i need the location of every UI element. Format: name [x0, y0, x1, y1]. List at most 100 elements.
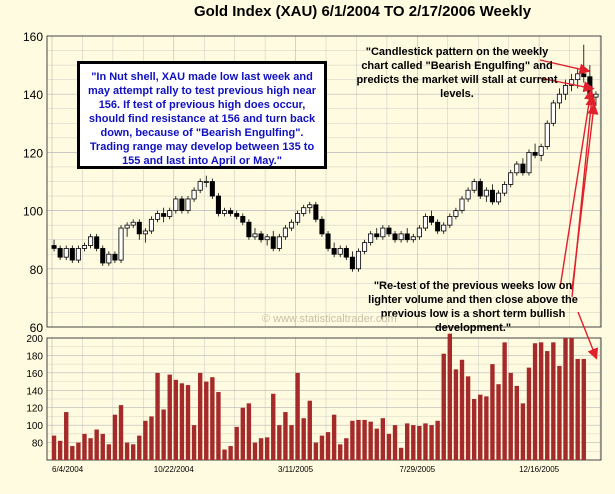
volume-bar — [82, 433, 87, 460]
candle-up — [471, 181, 477, 191]
volume-layer — [51, 333, 586, 460]
price-panel-frame — [46, 35, 602, 328]
candle-down — [57, 248, 63, 258]
volume-bar — [112, 414, 118, 460]
candle-down — [374, 233, 380, 238]
candle-up — [222, 210, 228, 214]
volume-tick-label: 200 — [26, 334, 43, 345]
candle-up — [88, 236, 94, 246]
candle-up — [167, 210, 173, 217]
candle-down — [234, 213, 240, 217]
candle-down — [240, 216, 246, 223]
candle-up — [355, 250, 362, 270]
candle-down — [136, 221, 142, 235]
candle-up — [441, 224, 447, 232]
volume-bar — [173, 379, 179, 460]
candle-down — [270, 236, 276, 249]
candle-up — [380, 227, 386, 238]
candle-layer — [51, 44, 599, 272]
candle-down — [392, 233, 398, 241]
volume-bar — [131, 444, 136, 460]
volume-bar — [216, 392, 221, 460]
candle-down — [331, 248, 337, 255]
candle-down — [386, 227, 392, 235]
volume-bar — [453, 369, 459, 460]
candle-up — [142, 230, 148, 235]
volume-bar — [252, 442, 258, 460]
volume-bar — [197, 372, 203, 460]
volume-bar — [459, 359, 465, 460]
volume-bar — [149, 416, 154, 460]
candle-down — [343, 248, 349, 258]
volume-bar — [386, 433, 392, 460]
candle-up — [514, 163, 520, 174]
volume-bar — [490, 364, 495, 460]
summary-note-box: "In Nut shell, XAU made low last week an… — [77, 61, 327, 169]
volume-bar — [76, 442, 81, 460]
annotation-arrow — [539, 59, 591, 75]
volume-bar — [356, 419, 361, 460]
annotation-arrow — [571, 94, 597, 298]
candle-up — [593, 93, 599, 98]
candle-up — [124, 224, 130, 229]
candle-down — [228, 210, 234, 214]
volume-bar — [520, 403, 526, 460]
volume-bar — [526, 367, 532, 460]
candle-up — [575, 73, 581, 81]
candle-up — [276, 236, 282, 249]
volume-bar — [362, 419, 367, 460]
volume-bar — [277, 425, 282, 460]
volume-bar — [514, 385, 519, 460]
candle-down — [100, 248, 106, 264]
x-tick-label: 6/4/2004 — [52, 465, 84, 474]
candle-down — [489, 189, 495, 203]
volume-bar — [94, 429, 99, 460]
candle-up — [483, 189, 489, 197]
volume-bar — [344, 438, 349, 460]
candle-down — [94, 236, 100, 249]
annotation-arrow — [539, 77, 595, 93]
annotation-arrow — [559, 88, 596, 289]
candle-down — [435, 221, 441, 232]
volume-bar — [557, 365, 562, 460]
volume-bar — [283, 412, 288, 460]
volume-bar — [161, 409, 166, 460]
volume-bar — [575, 358, 580, 460]
volume-tick-label: 120 — [26, 404, 43, 415]
price-tick-label: 100 — [23, 205, 43, 219]
candle-up — [416, 227, 422, 238]
arrow-layer — [539, 59, 599, 360]
volume-bar — [179, 383, 185, 460]
volume-bar — [143, 420, 148, 460]
volume-tick-label: 140 — [26, 386, 43, 397]
retest-note: "Re-test of the previous weeks low on li… — [368, 280, 578, 334]
volume-bar — [234, 426, 239, 460]
volume-bar — [100, 433, 105, 460]
candle-down — [520, 163, 526, 174]
chart-title: Gold Index (XAU) 6/1/2004 TO 2/17/2006 W… — [193, 3, 532, 20]
volume-bar — [64, 412, 69, 460]
candle-up — [368, 233, 374, 244]
volume-bar — [258, 438, 264, 460]
candle-up — [508, 172, 514, 185]
volume-bar — [484, 396, 489, 460]
volume-bar — [380, 418, 386, 460]
candle-up — [118, 227, 124, 261]
volume-bar — [204, 381, 209, 460]
volume-bar — [392, 425, 398, 460]
candle-up — [301, 207, 307, 214]
volume-bar — [191, 425, 197, 460]
x-tick-label: 12/16/2005 — [519, 465, 560, 474]
candle-down — [161, 213, 167, 217]
volume-bar — [423, 423, 428, 460]
candle-down — [429, 216, 435, 223]
volume-bar — [478, 394, 483, 460]
candle-up — [447, 216, 453, 226]
candle-up — [203, 181, 209, 183]
volume-tick-label: 100 — [26, 421, 43, 432]
volume-bar — [228, 446, 233, 460]
candle-down — [404, 233, 410, 241]
volume-bar — [569, 338, 574, 460]
volume-bar — [465, 376, 471, 460]
